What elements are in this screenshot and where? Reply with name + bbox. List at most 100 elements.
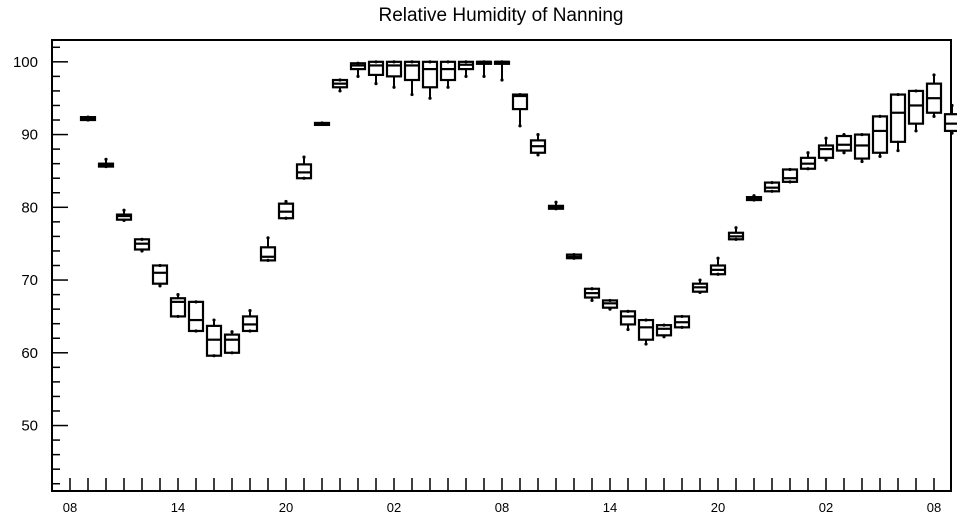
box-41	[799, 151, 817, 171]
box-15	[331, 78, 349, 93]
max-marker	[896, 92, 900, 97]
box-7	[187, 300, 205, 333]
max-marker	[374, 60, 378, 64]
max-marker	[86, 115, 90, 119]
max-marker	[284, 199, 288, 204]
box-48	[925, 73, 943, 118]
max-marker	[194, 300, 198, 304]
box-2	[97, 157, 115, 169]
min-marker	[608, 307, 612, 311]
max-marker	[824, 136, 828, 140]
min-marker	[680, 325, 684, 329]
box-iqr	[817, 144, 835, 159]
box-iqr	[367, 60, 385, 77]
box-26	[529, 132, 547, 157]
box-31	[619, 309, 637, 332]
box-5	[151, 263, 169, 288]
y-tick-label: 90	[21, 127, 38, 144]
box-28	[565, 252, 583, 260]
min-marker	[734, 237, 738, 241]
max-marker	[662, 323, 666, 327]
x-tick-label: 14	[171, 500, 185, 515]
box-21	[439, 60, 457, 89]
box-30	[601, 298, 619, 311]
max-marker	[878, 114, 882, 118]
box-16	[349, 61, 367, 78]
min-marker	[392, 85, 396, 89]
min-marker	[788, 180, 792, 184]
box-36	[709, 256, 727, 276]
max-marker	[104, 157, 108, 161]
y-tick-label: 60	[21, 345, 38, 362]
y-tick-label: 70	[21, 272, 38, 289]
box-4	[133, 237, 151, 253]
max-marker	[212, 318, 216, 322]
box-11	[259, 236, 277, 263]
x-axis: 08 14 20 02 08 14 20 02 08	[63, 478, 941, 515]
max-marker	[392, 60, 396, 64]
min-marker	[914, 129, 918, 133]
min-marker	[230, 351, 234, 355]
box-iqr	[907, 89, 925, 125]
box-iqr	[637, 318, 655, 341]
min-marker	[752, 198, 756, 202]
min-marker	[806, 167, 810, 171]
box-24	[493, 60, 511, 82]
max-marker	[626, 309, 630, 313]
max-marker	[302, 155, 306, 159]
box-35	[691, 278, 709, 295]
min-marker	[842, 151, 846, 155]
box-27	[547, 200, 565, 211]
x-tick-label: 08	[927, 500, 941, 515]
min-marker	[500, 78, 504, 82]
min-marker	[446, 85, 450, 89]
box-49	[943, 103, 957, 135]
min-marker	[86, 118, 90, 122]
box-series	[79, 60, 957, 358]
y-tick-label: 50	[21, 418, 38, 435]
box-iqr	[223, 333, 241, 354]
max-marker	[734, 226, 738, 230]
min-marker	[536, 153, 540, 157]
max-marker	[140, 237, 144, 241]
max-marker	[158, 263, 162, 268]
min-marker	[932, 114, 936, 118]
box-iqr	[259, 246, 277, 262]
min-marker	[878, 154, 882, 158]
box-iqr	[385, 60, 403, 78]
min-marker	[374, 82, 378, 86]
box-34	[673, 314, 691, 329]
box-29	[583, 287, 601, 303]
max-marker	[932, 73, 936, 77]
min-marker	[302, 176, 306, 180]
max-marker	[464, 60, 468, 64]
box-43	[835, 132, 853, 155]
max-marker	[122, 208, 126, 212]
max-marker	[230, 330, 234, 334]
max-marker	[806, 151, 810, 155]
box-8	[205, 318, 223, 358]
y-tick-label: 80	[21, 199, 38, 216]
max-marker	[716, 256, 720, 260]
min-marker	[212, 354, 216, 358]
min-marker	[338, 89, 342, 93]
min-marker	[824, 158, 828, 162]
min-marker	[140, 249, 144, 253]
min-marker	[950, 131, 954, 135]
x-tick-label: 20	[279, 500, 293, 515]
max-marker	[842, 132, 846, 137]
box-23	[475, 60, 493, 78]
box-iqr	[187, 300, 205, 333]
box-17	[367, 60, 385, 86]
y-axis: 50 60 70 80 90 100	[13, 46, 68, 485]
max-marker	[428, 60, 432, 64]
box-22	[457, 60, 475, 78]
min-marker	[194, 329, 198, 333]
min-marker	[464, 74, 468, 78]
max-marker	[914, 89, 918, 93]
max-marker	[860, 132, 864, 137]
max-marker	[518, 92, 522, 97]
min-marker	[104, 164, 108, 169]
min-marker	[860, 159, 864, 164]
x-tick-label: 14	[603, 500, 617, 515]
